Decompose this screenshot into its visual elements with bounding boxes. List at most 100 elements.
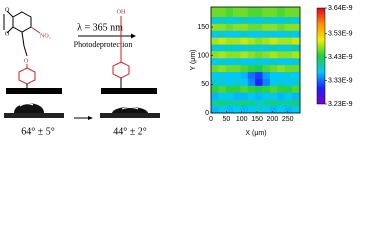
heat-cell <box>225 16 234 24</box>
heat-cell <box>225 23 234 31</box>
heat-cell <box>284 92 293 100</box>
heat-cell <box>255 78 263 86</box>
heat-cell <box>233 7 241 18</box>
heat-cell <box>269 37 278 45</box>
heat-cell <box>247 92 256 100</box>
heat-cell <box>277 85 285 93</box>
heat-cell <box>225 71 234 79</box>
heat-cell <box>211 106 219 114</box>
figure: O O NO₂ O λ = 365 nm Photodeprotection O… <box>3 5 353 137</box>
colorbar-tick-label: 3.43E-9 <box>328 54 353 61</box>
heat-cell <box>240 78 249 86</box>
heat-cell <box>255 106 263 114</box>
heat-cell <box>247 7 256 18</box>
heat-cell <box>292 44 301 52</box>
heat-cell <box>255 64 263 73</box>
heat-cell <box>292 23 301 31</box>
heat-cell <box>211 30 219 38</box>
heat-cell <box>269 23 278 31</box>
heat-cell <box>262 78 271 86</box>
heat-cell <box>233 44 241 52</box>
heat-cell <box>218 30 227 38</box>
heat-cell <box>218 57 227 66</box>
heat-cell <box>211 71 219 79</box>
heat-cell <box>240 57 249 66</box>
heat-cell <box>262 51 271 59</box>
heat-cell <box>292 99 301 107</box>
heat-cell <box>211 64 219 73</box>
heat-cell <box>255 44 263 52</box>
surface <box>101 88 157 94</box>
heat-cell <box>225 92 234 100</box>
colorbar-tick-label: 3.23E-9 <box>328 101 353 108</box>
heat-cell <box>269 85 278 93</box>
heat-cell <box>218 99 227 107</box>
heat-cell <box>233 99 241 107</box>
heat-cell <box>292 106 301 114</box>
heat-cell <box>218 64 227 73</box>
heat-cell <box>255 16 263 24</box>
heat-cell <box>262 85 271 93</box>
heat-cell <box>262 64 271 73</box>
heat-cell <box>284 44 293 52</box>
heat-cell <box>262 71 271 79</box>
heat-cell <box>284 16 293 24</box>
heat-cell <box>218 7 227 18</box>
plot-frame <box>210 6 301 114</box>
heat-cell <box>233 30 241 38</box>
heat-cell <box>262 106 271 114</box>
heat-cell <box>247 44 256 52</box>
heat-cell <box>247 30 256 38</box>
heat-cell <box>277 64 285 73</box>
droplet <box>14 103 44 113</box>
heat-cell <box>233 78 241 86</box>
x-tick-label: 100 <box>236 116 248 123</box>
arrowhead <box>131 33 136 39</box>
y-tick-label: 150 <box>197 24 209 31</box>
heat-cell <box>284 7 293 18</box>
heat-cell <box>225 85 234 93</box>
heat-cell <box>277 7 285 18</box>
heat-cell <box>240 37 249 45</box>
heat-cell <box>225 99 234 107</box>
heat-cell <box>255 7 263 18</box>
heat-cell <box>292 64 301 73</box>
heat-cell <box>218 85 227 93</box>
surface <box>6 88 62 94</box>
heat-cell <box>255 99 263 107</box>
heat-cell <box>233 85 241 93</box>
colorbar-tick-label: 3.53E-9 <box>328 31 353 38</box>
heat-cell <box>247 106 256 114</box>
heat-cell <box>218 71 227 79</box>
heat-cell <box>240 23 249 31</box>
heat-cell <box>225 106 234 114</box>
heat-cell <box>284 37 293 45</box>
y-tick-label: 0 <box>205 110 209 117</box>
heat-cell <box>269 92 278 100</box>
heat-cell <box>233 106 241 114</box>
heat-cell <box>211 37 219 45</box>
heat-cell <box>292 30 301 38</box>
heat-cell <box>225 51 234 59</box>
heat-cell <box>277 16 285 24</box>
heat-cell <box>292 78 301 86</box>
heat-cell <box>247 37 256 45</box>
heat-cell <box>255 71 263 79</box>
heat-cell <box>284 30 293 38</box>
heat-cell <box>262 44 271 52</box>
heat-cell <box>262 99 271 107</box>
heat-cell <box>269 16 278 24</box>
heat-cell <box>211 23 219 31</box>
heat-cell <box>292 85 301 93</box>
heat-cell <box>218 78 227 86</box>
heat-cell <box>225 30 234 38</box>
colorbar <box>316 7 326 105</box>
heat-cell <box>240 64 249 73</box>
heat-cell <box>262 30 271 38</box>
heat-cell <box>284 51 293 59</box>
x-tick-label: 250 <box>282 116 294 123</box>
heat-cell <box>247 78 256 86</box>
substrate <box>100 113 160 118</box>
oxygen-label: O <box>5 31 10 37</box>
process: Photodeprotection <box>74 40 133 49</box>
